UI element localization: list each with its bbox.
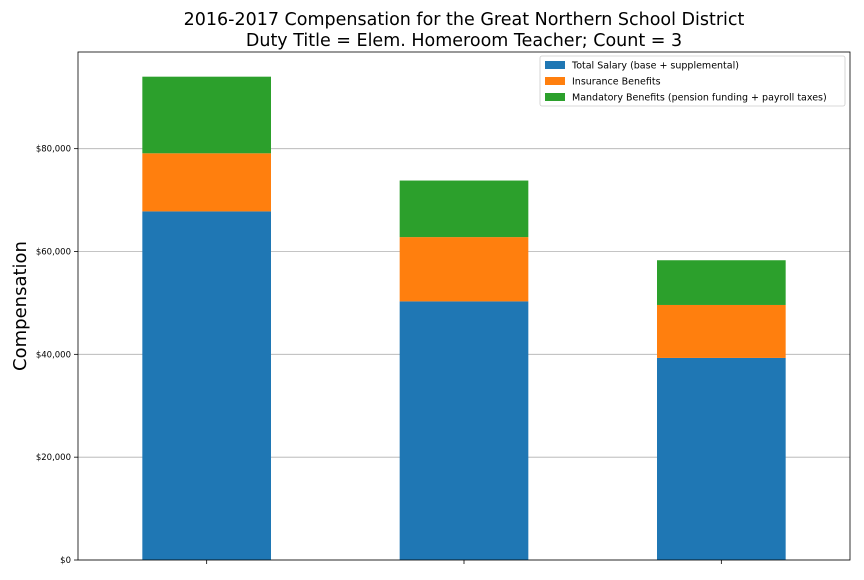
- legend-label-2: Insurance Benefits: [572, 77, 661, 88]
- chart-title-line-1: 2016-2017 Compensation for the Great Nor…: [184, 10, 745, 30]
- y-tick-label: $20,000: [36, 453, 71, 463]
- y-tick-label: $80,000: [36, 145, 71, 155]
- legend-swatch-3: [545, 93, 565, 101]
- y-tick-label: $60,000: [36, 247, 71, 257]
- y-tick-label: $0: [60, 556, 71, 566]
- chart-title-line-2: Duty Title = Elem. Homeroom Teacher; Cou…: [246, 31, 682, 51]
- legend-label-3: Mandatory Benefits (pension funding + pa…: [572, 93, 827, 104]
- legend-label-1: Total Salary (base + supplemental): [571, 61, 739, 72]
- bar-segment-series3-bar2: [399, 180, 529, 238]
- plot-frame: [77, 51, 851, 561]
- bar-segment-series2-bar2: [399, 237, 529, 302]
- axes: $0 $20,000 $40,000 $60,000 $80,000: [36, 51, 851, 566]
- bar-segment-series3-bar1: [142, 76, 271, 154]
- bar-segment-series1-bar3: [657, 357, 786, 560]
- legend-swatch-2: [545, 77, 565, 85]
- bar-segment-series1-bar1: [142, 211, 271, 561]
- y-axis-label: Compensation: [10, 241, 31, 371]
- legend-box: [539, 55, 846, 107]
- bar-segment-series2-bar1: [142, 153, 271, 212]
- bars: [142, 76, 786, 561]
- bar-segment-series1-bar2: [399, 301, 529, 560]
- bar-segment-series3-bar3: [657, 260, 786, 305]
- bar-segment-series2-bar3: [657, 304, 786, 358]
- legend: Total Salary (base + supplemental) Insura…: [539, 55, 846, 107]
- y-tick-label: $40,000: [36, 350, 71, 360]
- legend-swatch-1: [545, 61, 565, 69]
